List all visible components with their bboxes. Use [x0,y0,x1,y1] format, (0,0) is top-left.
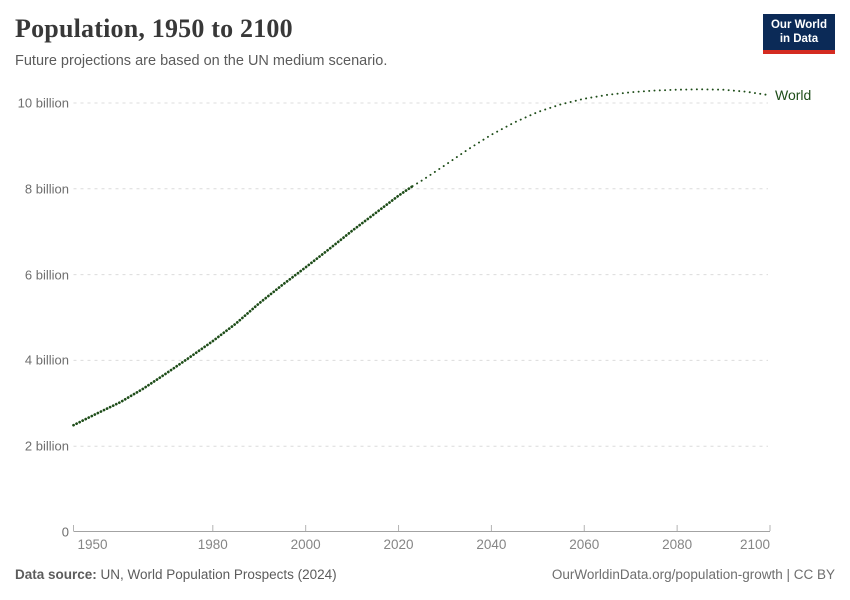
x-axis-tick-label: 2000 [290,537,321,552]
world-population-line-projection[interactable] [411,88,771,188]
x-axis-tick-label: 1980 [197,537,228,552]
chart-header: Population, 1950 to 2100 Future projecti… [15,14,750,69]
x-axis-tick-label: 2100 [739,537,770,552]
y-axis-tick-label: 2 billion [24,438,69,454]
owid-citation-link[interactable]: OurWorldinData.org/population-growth | C… [551,567,835,582]
y-axis-tick-label: 8 billion [24,181,69,197]
owid-logo[interactable]: Our World in Data [762,14,835,54]
data-source-note: Data source: UN, World Population Prospe… [15,567,337,582]
owid-logo-line2: in Data [779,32,819,45]
x-axis-tick-label: 2040 [476,537,507,552]
data-source-text: UN, World Population Prospects (2024) [96,567,337,582]
owid-logo-line1: Our World [770,19,827,31]
y-axis-tick-label: 4 billion [24,352,69,368]
chart-subtitle: Future projections are based on the UN m… [15,53,388,69]
y-axis-tick-label: 0 [61,524,69,540]
y-axis-tick-label: 10 billion [17,95,69,111]
world-population-line-historical[interactable] [72,184,414,427]
x-axis-tick-label: 2060 [569,537,600,552]
x-axis-tick-label: 1950 [77,537,108,552]
y-axis-tick-label: 6 billion [24,267,69,283]
series-label-world[interactable]: World [775,87,812,104]
chart-footer: Data source: UN, World Population Prospe… [15,567,835,582]
x-axis-tick-label: 2020 [383,537,414,552]
data-source-label: Data source: [15,567,97,582]
x-axis-tick-label: 2080 [662,537,693,552]
page-title: Population, 1950 to 2100 [15,14,293,43]
